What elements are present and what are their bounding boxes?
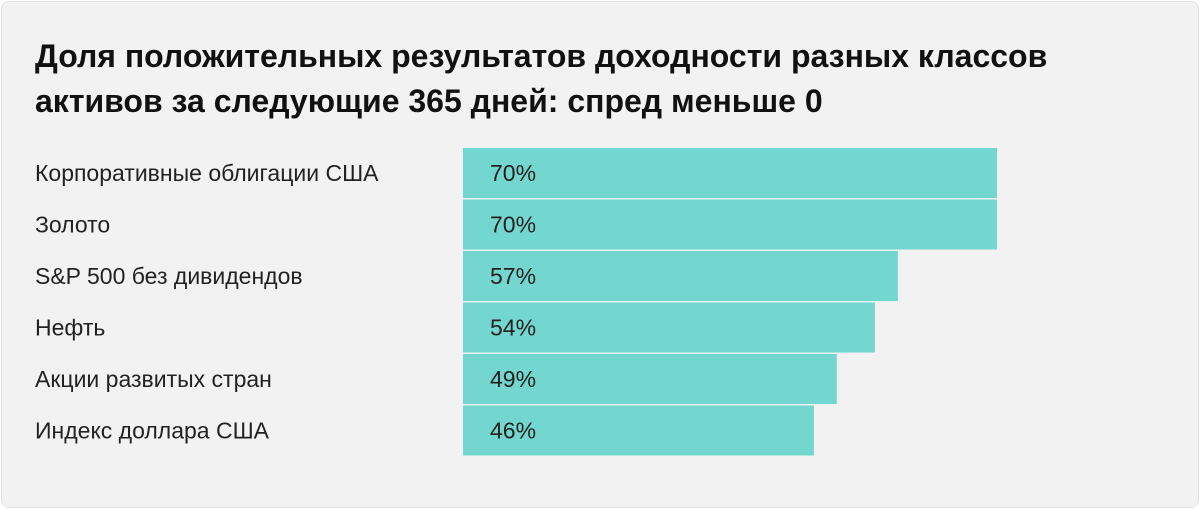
value-label-5: 49% [490,366,536,392]
bar-5 [463,354,837,404]
category-label-3: S&P 500 без дивидендов [35,263,303,289]
value-label-1: 70% [490,160,536,186]
value-label-4: 54% [490,315,536,341]
labels-layer: Корпоративные облигации США 70% Золото 70% S… [35,160,536,444]
category-label-2: Золото [35,212,110,238]
bar-6 [463,405,814,456]
category-label-6: Индекс доллара США [35,418,270,444]
bar-2 [463,199,997,250]
bar-3 [463,251,898,301]
bar-1 [463,148,997,198]
value-label-6: 46% [490,418,536,444]
value-label-3: 57% [490,263,536,289]
category-label-4: Нефть [35,315,105,341]
bars-layer [463,148,997,456]
category-label-1: Корпоративные облигации США [35,160,379,186]
value-label-2: 70% [490,212,536,238]
category-label-5: Акции развитых стран [35,366,272,392]
bar-4 [463,302,875,353]
chart-title: Доля положительных результатов доходност… [35,38,1048,119]
